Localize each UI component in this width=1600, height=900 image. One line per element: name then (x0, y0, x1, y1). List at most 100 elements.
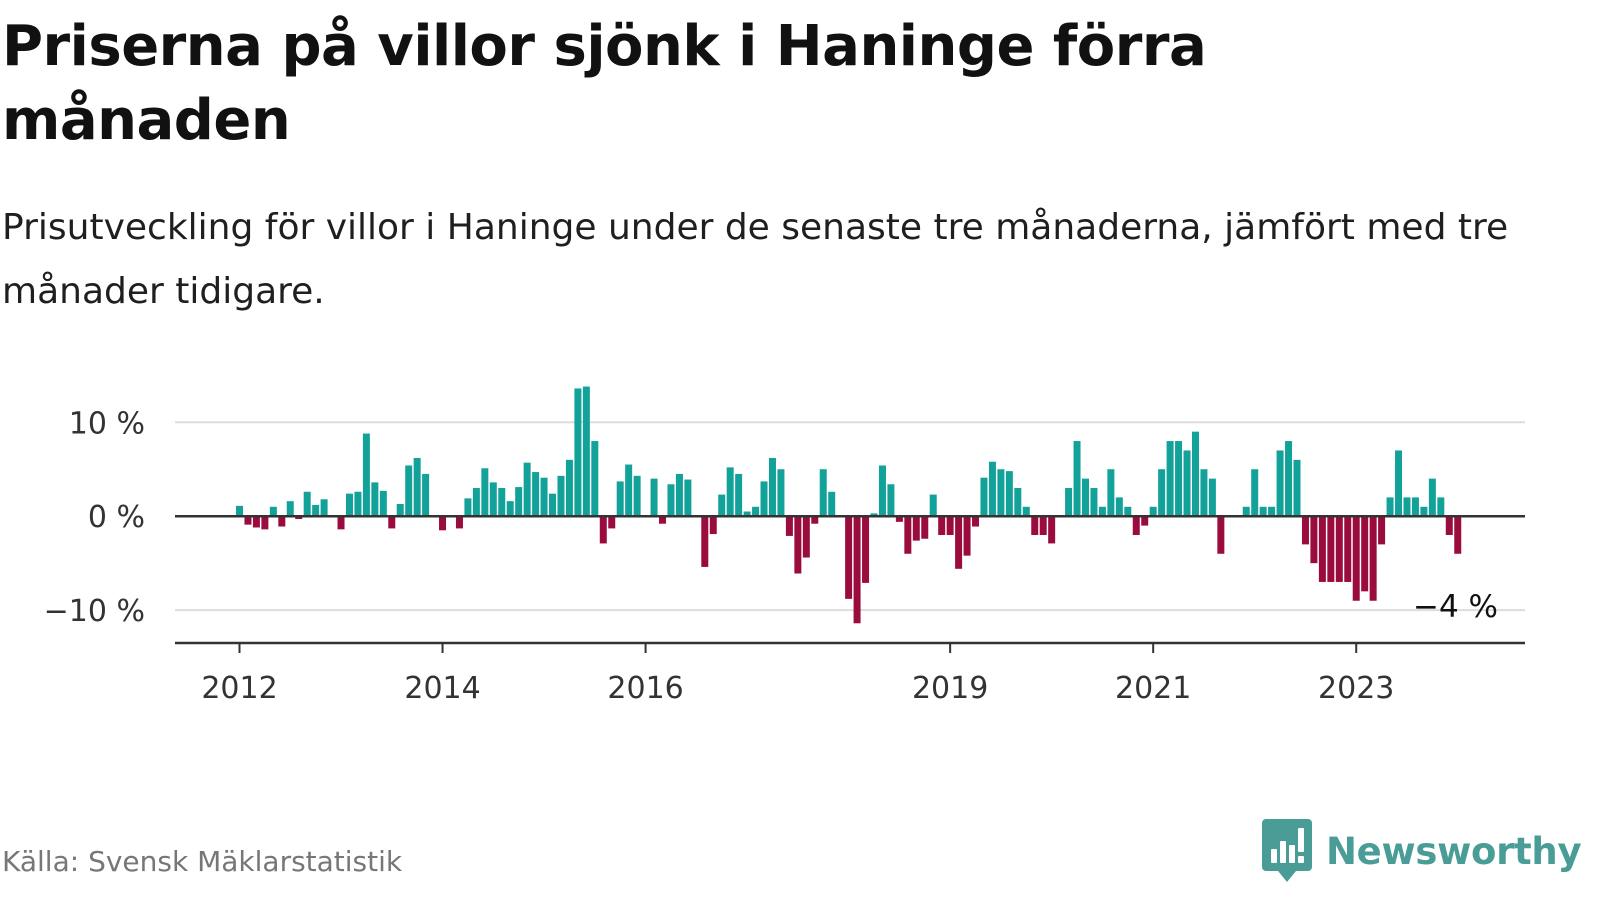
bar (1098, 506, 1106, 517)
bar (582, 386, 590, 517)
bar (574, 388, 582, 517)
bar (489, 482, 497, 517)
y-tick-label: 0 % (88, 500, 145, 535)
brand-name: Newsworthy (1326, 829, 1582, 873)
bar (1124, 506, 1132, 517)
grid-lines (175, 421, 1525, 612)
bar (312, 504, 320, 517)
bar (1005, 471, 1013, 517)
bar (1259, 506, 1267, 517)
y-tick-label: −10 % (44, 594, 145, 629)
bar (675, 473, 683, 517)
bar (1327, 516, 1335, 582)
bar (1208, 478, 1216, 517)
bar (1200, 469, 1208, 517)
bar (1378, 516, 1386, 545)
bar (1369, 516, 1377, 601)
bar (1445, 516, 1453, 535)
x-tick-label: 2014 (404, 671, 480, 706)
bar (1065, 488, 1073, 517)
bar (1403, 497, 1411, 517)
bar (1132, 516, 1140, 535)
bar (1158, 469, 1166, 517)
bar (1166, 441, 1174, 517)
bar (895, 516, 903, 522)
bar (549, 493, 557, 517)
bar (768, 457, 776, 517)
bar (955, 516, 963, 569)
bar (1073, 441, 1081, 517)
bar (929, 494, 937, 517)
bar (802, 516, 810, 558)
bar (1022, 506, 1030, 517)
bar (1031, 516, 1039, 535)
bar (1310, 516, 1318, 564)
bar (1318, 516, 1326, 582)
bar (946, 516, 954, 535)
page-title: Priserna på villor sjönk i Haninge förra… (2, 14, 1207, 153)
bar (379, 490, 387, 517)
bar (1276, 450, 1284, 517)
bar (1191, 431, 1199, 517)
bar (1411, 497, 1419, 517)
brand-logo: Newsworthy (1262, 818, 1582, 884)
bar (1090, 488, 1098, 517)
bar (633, 475, 641, 517)
bar (1149, 506, 1157, 517)
bar (506, 501, 514, 517)
bar (1454, 516, 1462, 554)
source-note: Källa: Svensk Mäklarstatistik (2, 845, 403, 878)
bar (1175, 441, 1183, 517)
bar (616, 481, 624, 517)
bar (1420, 506, 1428, 517)
bar (1361, 516, 1369, 592)
bar (980, 477, 988, 517)
bar (828, 491, 836, 517)
annotations: −4 % (1413, 589, 1498, 625)
bar (303, 491, 311, 517)
bar (912, 516, 920, 541)
bar (870, 513, 878, 517)
bar (532, 472, 540, 517)
bar (667, 484, 675, 517)
bar (659, 516, 666, 524)
bar (286, 501, 294, 517)
bar (1048, 516, 1056, 544)
newsworthy-logo-icon (1262, 819, 1312, 882)
bar (295, 516, 303, 520)
y-tick-label: 10 % (69, 406, 145, 441)
bar (887, 484, 895, 517)
bar-chart: 10 % 0 % −10 % 2012 2014 2016 2019 2021 2023 −4… (44, 386, 1525, 706)
bar (269, 506, 277, 517)
x-tick-label: 2012 (201, 671, 277, 706)
bar (565, 459, 573, 517)
bar (819, 469, 827, 517)
bar (752, 506, 760, 517)
bar (396, 503, 404, 517)
bar (811, 516, 819, 524)
bar (904, 516, 912, 554)
bar (709, 516, 717, 535)
bar (1039, 516, 1047, 535)
bar (515, 487, 523, 517)
bar (743, 511, 751, 517)
bar (320, 499, 328, 517)
bar (422, 473, 430, 517)
x-tick-label: 2023 (1318, 671, 1394, 706)
bar (1217, 516, 1225, 554)
bar (278, 516, 286, 527)
bar (1395, 450, 1403, 517)
bar (1293, 459, 1301, 517)
bar (413, 457, 421, 517)
bar (1428, 478, 1436, 517)
bar (735, 473, 743, 517)
bar (785, 516, 793, 536)
bar (997, 469, 1005, 517)
bar (261, 516, 269, 530)
bar (1344, 516, 1352, 582)
bar (481, 468, 489, 517)
bar (236, 505, 243, 517)
bar (371, 482, 379, 517)
bar (1242, 506, 1250, 517)
bar (1141, 516, 1149, 526)
